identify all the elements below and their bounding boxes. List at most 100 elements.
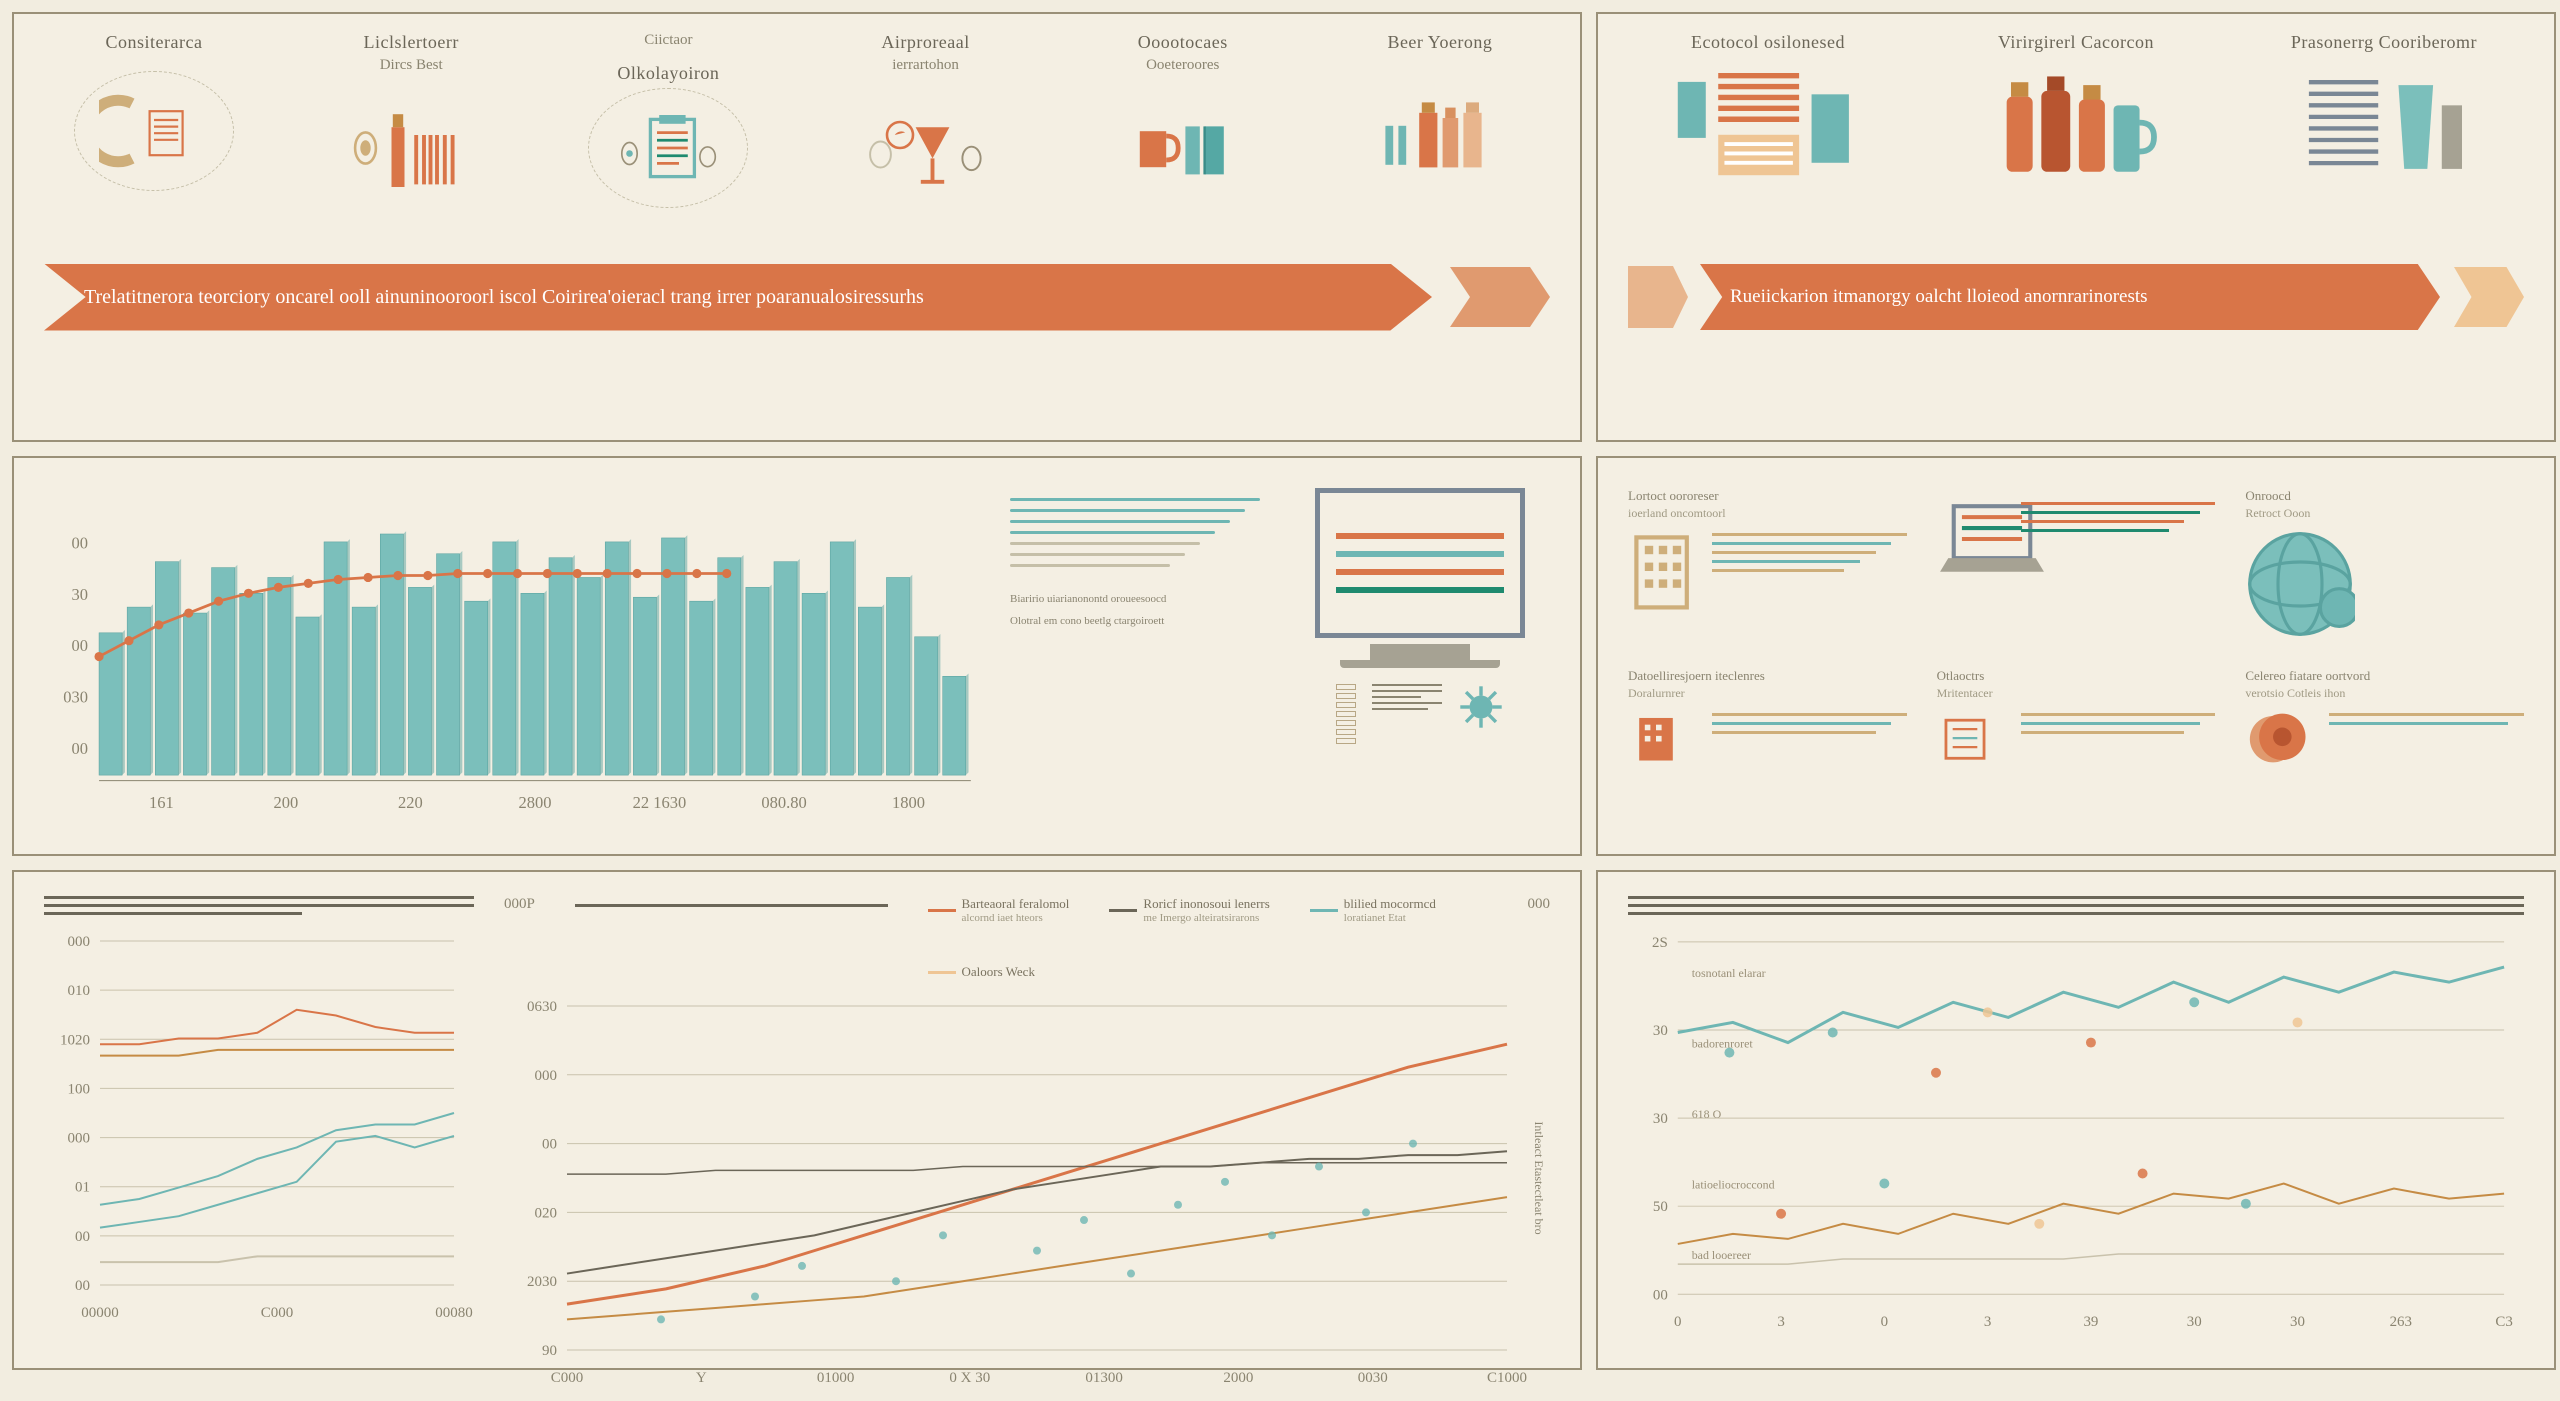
svg-text:01: 01 <box>75 1180 90 1196</box>
svg-text:0630: 0630 <box>527 999 557 1015</box>
info-cell-0-lines <box>1712 529 1907 572</box>
cup-book-icon <box>1103 88 1263 208</box>
info-cell-4-lines <box>2021 709 2216 734</box>
svg-text:00: 00 <box>72 739 89 758</box>
legend-item: Oaloors Weck <box>928 964 1035 980</box>
info-cell-1-icon <box>1937 498 2007 578</box>
stack-glass-icon <box>2284 57 2484 197</box>
info-cell-5-lines <box>2329 709 2524 725</box>
svg-text:000: 000 <box>68 934 91 950</box>
info-cell-1-lines <box>2021 498 2216 532</box>
category-icons-row-right: Ecotocol osilonesed <box>1628 32 2524 242</box>
info-cell-3-title: Datoelliresjoern iteclenres <box>1628 668 1907 684</box>
bottle-barcode-icon <box>331 88 491 208</box>
svg-text:C000: C000 <box>551 1370 584 1386</box>
category-4-subtitle: ierrartohon <box>892 57 959 74</box>
svg-text:01300: 01300 <box>1085 1370 1123 1386</box>
category-6: Beer Yoerong <box>1330 32 1550 242</box>
info-cell-2-title: Onroocd <box>2245 488 2524 504</box>
svg-text:000: 000 <box>68 1131 91 1147</box>
chart-header-lines-right <box>1628 896 2524 915</box>
info-cell-5-sub: verotsio Cotleis ihon <box>2245 686 2524 701</box>
info-cell-2-icon <box>2245 529 2315 609</box>
svg-text:3: 3 <box>1984 1314 1991 1330</box>
svg-text:2000: 2000 <box>1223 1370 1253 1386</box>
text-block-caption-2: Olotral em cono beetlg ctargoiroett <box>1010 615 1260 627</box>
info-cell-4-title: Otlaoctrs <box>1937 668 2216 684</box>
bottles-dark-icon <box>1976 57 2176 197</box>
info-cell-2-sub: Retroct Ooon <box>2245 506 2524 521</box>
line-large-end-label: 000 <box>1528 896 1551 913</box>
category-1-title: Consiterarca <box>106 32 203 53</box>
svg-text:00: 00 <box>72 533 89 552</box>
text-block-caption-1: Biaririo uiarianonontd oroueesoocd <box>1010 593 1260 605</box>
info-cell-4-icon <box>1937 709 2007 789</box>
svg-text:030: 030 <box>63 688 88 707</box>
info-cell-0-title: Lortoct oororeser <box>1628 488 1907 504</box>
monitor-icon <box>1315 488 1525 638</box>
banner-end-right-icon <box>2454 267 2524 327</box>
legend-item: Barteaoral feralomolalcornd iaet hteors <box>928 896 1070 924</box>
burst-icon <box>1458 684 1504 730</box>
category-5: Ooootocaes Ooeteroores <box>1073 32 1293 242</box>
doc-mini-icon <box>1372 684 1442 710</box>
category-r1: Ecotocol osilonesed <box>1628 32 1908 242</box>
category-5-subtitle: Ooeteroores <box>1146 57 1219 74</box>
svg-text:2030: 2030 <box>527 1274 557 1290</box>
svg-text:00: 00 <box>75 1278 90 1294</box>
info-cell-3-icon <box>1628 709 1698 789</box>
info-cell-1 <box>1937 488 2216 644</box>
svg-text:00: 00 <box>1653 1287 1668 1303</box>
svg-text:Y: Y <box>696 1370 707 1386</box>
info-cell-0-icon <box>1628 529 1698 609</box>
svg-text:200: 200 <box>273 793 298 812</box>
chart-header-lines-small <box>44 896 474 915</box>
category-icons-row: Consiterarca Liclslertoerr Dircs Best <box>44 32 1550 242</box>
svg-text:0: 0 <box>1674 1314 1681 1330</box>
category-r2-title: Virirgirerl Cacorcon <box>1998 32 2154 53</box>
bar-chart: 00030003000161200220280022 1630080.80180… <box>44 488 980 842</box>
svg-text:161: 161 <box>149 793 174 812</box>
svg-text:90: 90 <box>542 1343 557 1359</box>
category-r1-title: Ecotocol osilonesed <box>1691 32 1845 53</box>
monitor-stand <box>1370 644 1470 660</box>
category-r3-title: Prasonerrg Cooriberomr <box>2291 32 2477 53</box>
category-3: Ciictaor Olkolayoiron <box>558 32 778 242</box>
banner-end-icon <box>1450 267 1550 327</box>
category-r2: Virirgirerl Cacorcon <box>1936 32 2216 242</box>
svg-text:3: 3 <box>1777 1314 1784 1330</box>
ladder-icon <box>1336 684 1356 744</box>
line-chart-small: 000010102010000001000000000C00000080 <box>44 896 474 1344</box>
svg-text:618 O: 618 O <box>1692 1107 1722 1121</box>
banner-left: Trelatitnerora teorciory oncarel ooll ai… <box>44 264 1432 331</box>
svg-text:39: 39 <box>2083 1314 2098 1330</box>
category-1: Consiterarca <box>44 32 264 242</box>
svg-text:C3: C3 <box>2495 1314 2512 1330</box>
category-4-title: Airproreaal <box>881 32 969 53</box>
info-cell-0: Lortoct oororeser ioerland oncomtoorl <box>1628 488 1907 644</box>
text-block: Biaririo uiarianonontd oroueesoocd Olotr… <box>1010 488 1260 842</box>
info-cell-2-lines <box>2329 529 2524 533</box>
text-block-lines <box>1010 498 1260 567</box>
svg-text:220: 220 <box>398 793 423 812</box>
svg-text:30: 30 <box>2290 1314 2305 1330</box>
svg-text:00000: 00000 <box>81 1305 119 1321</box>
svg-text:0: 0 <box>1881 1314 1888 1330</box>
info-cell-4-sub: Mritentacer <box>1937 686 2216 701</box>
emblem-icon <box>74 71 234 191</box>
category-6-title: Beer Yoerong <box>1387 32 1492 53</box>
svg-text:00: 00 <box>72 636 89 655</box>
svg-text:1020: 1020 <box>60 1032 90 1048</box>
svg-text:00: 00 <box>75 1229 90 1245</box>
category-2-title: Liclslertoerr <box>363 32 458 53</box>
banner-row-right: Rueiickarion itmanorgy oalcht lloieod an… <box>1628 262 2524 332</box>
bot-right-panel: 2S30305000tosnotanl elararbadorenroret61… <box>1596 870 2556 1370</box>
info-cell-4: Otlaoctrs Mritentacer <box>1937 668 2216 824</box>
svg-text:1800: 1800 <box>892 793 925 812</box>
banner-right: Rueiickarion itmanorgy oalcht lloieod an… <box>1700 264 2440 330</box>
svg-text:C1000: C1000 <box>1487 1370 1527 1386</box>
svg-text:C000: C000 <box>261 1305 294 1321</box>
mid-left-panel: 00030003000161200220280022 1630080.80180… <box>12 456 1582 856</box>
bottles-group-icon <box>1360 71 1520 191</box>
svg-text:30: 30 <box>72 585 89 604</box>
